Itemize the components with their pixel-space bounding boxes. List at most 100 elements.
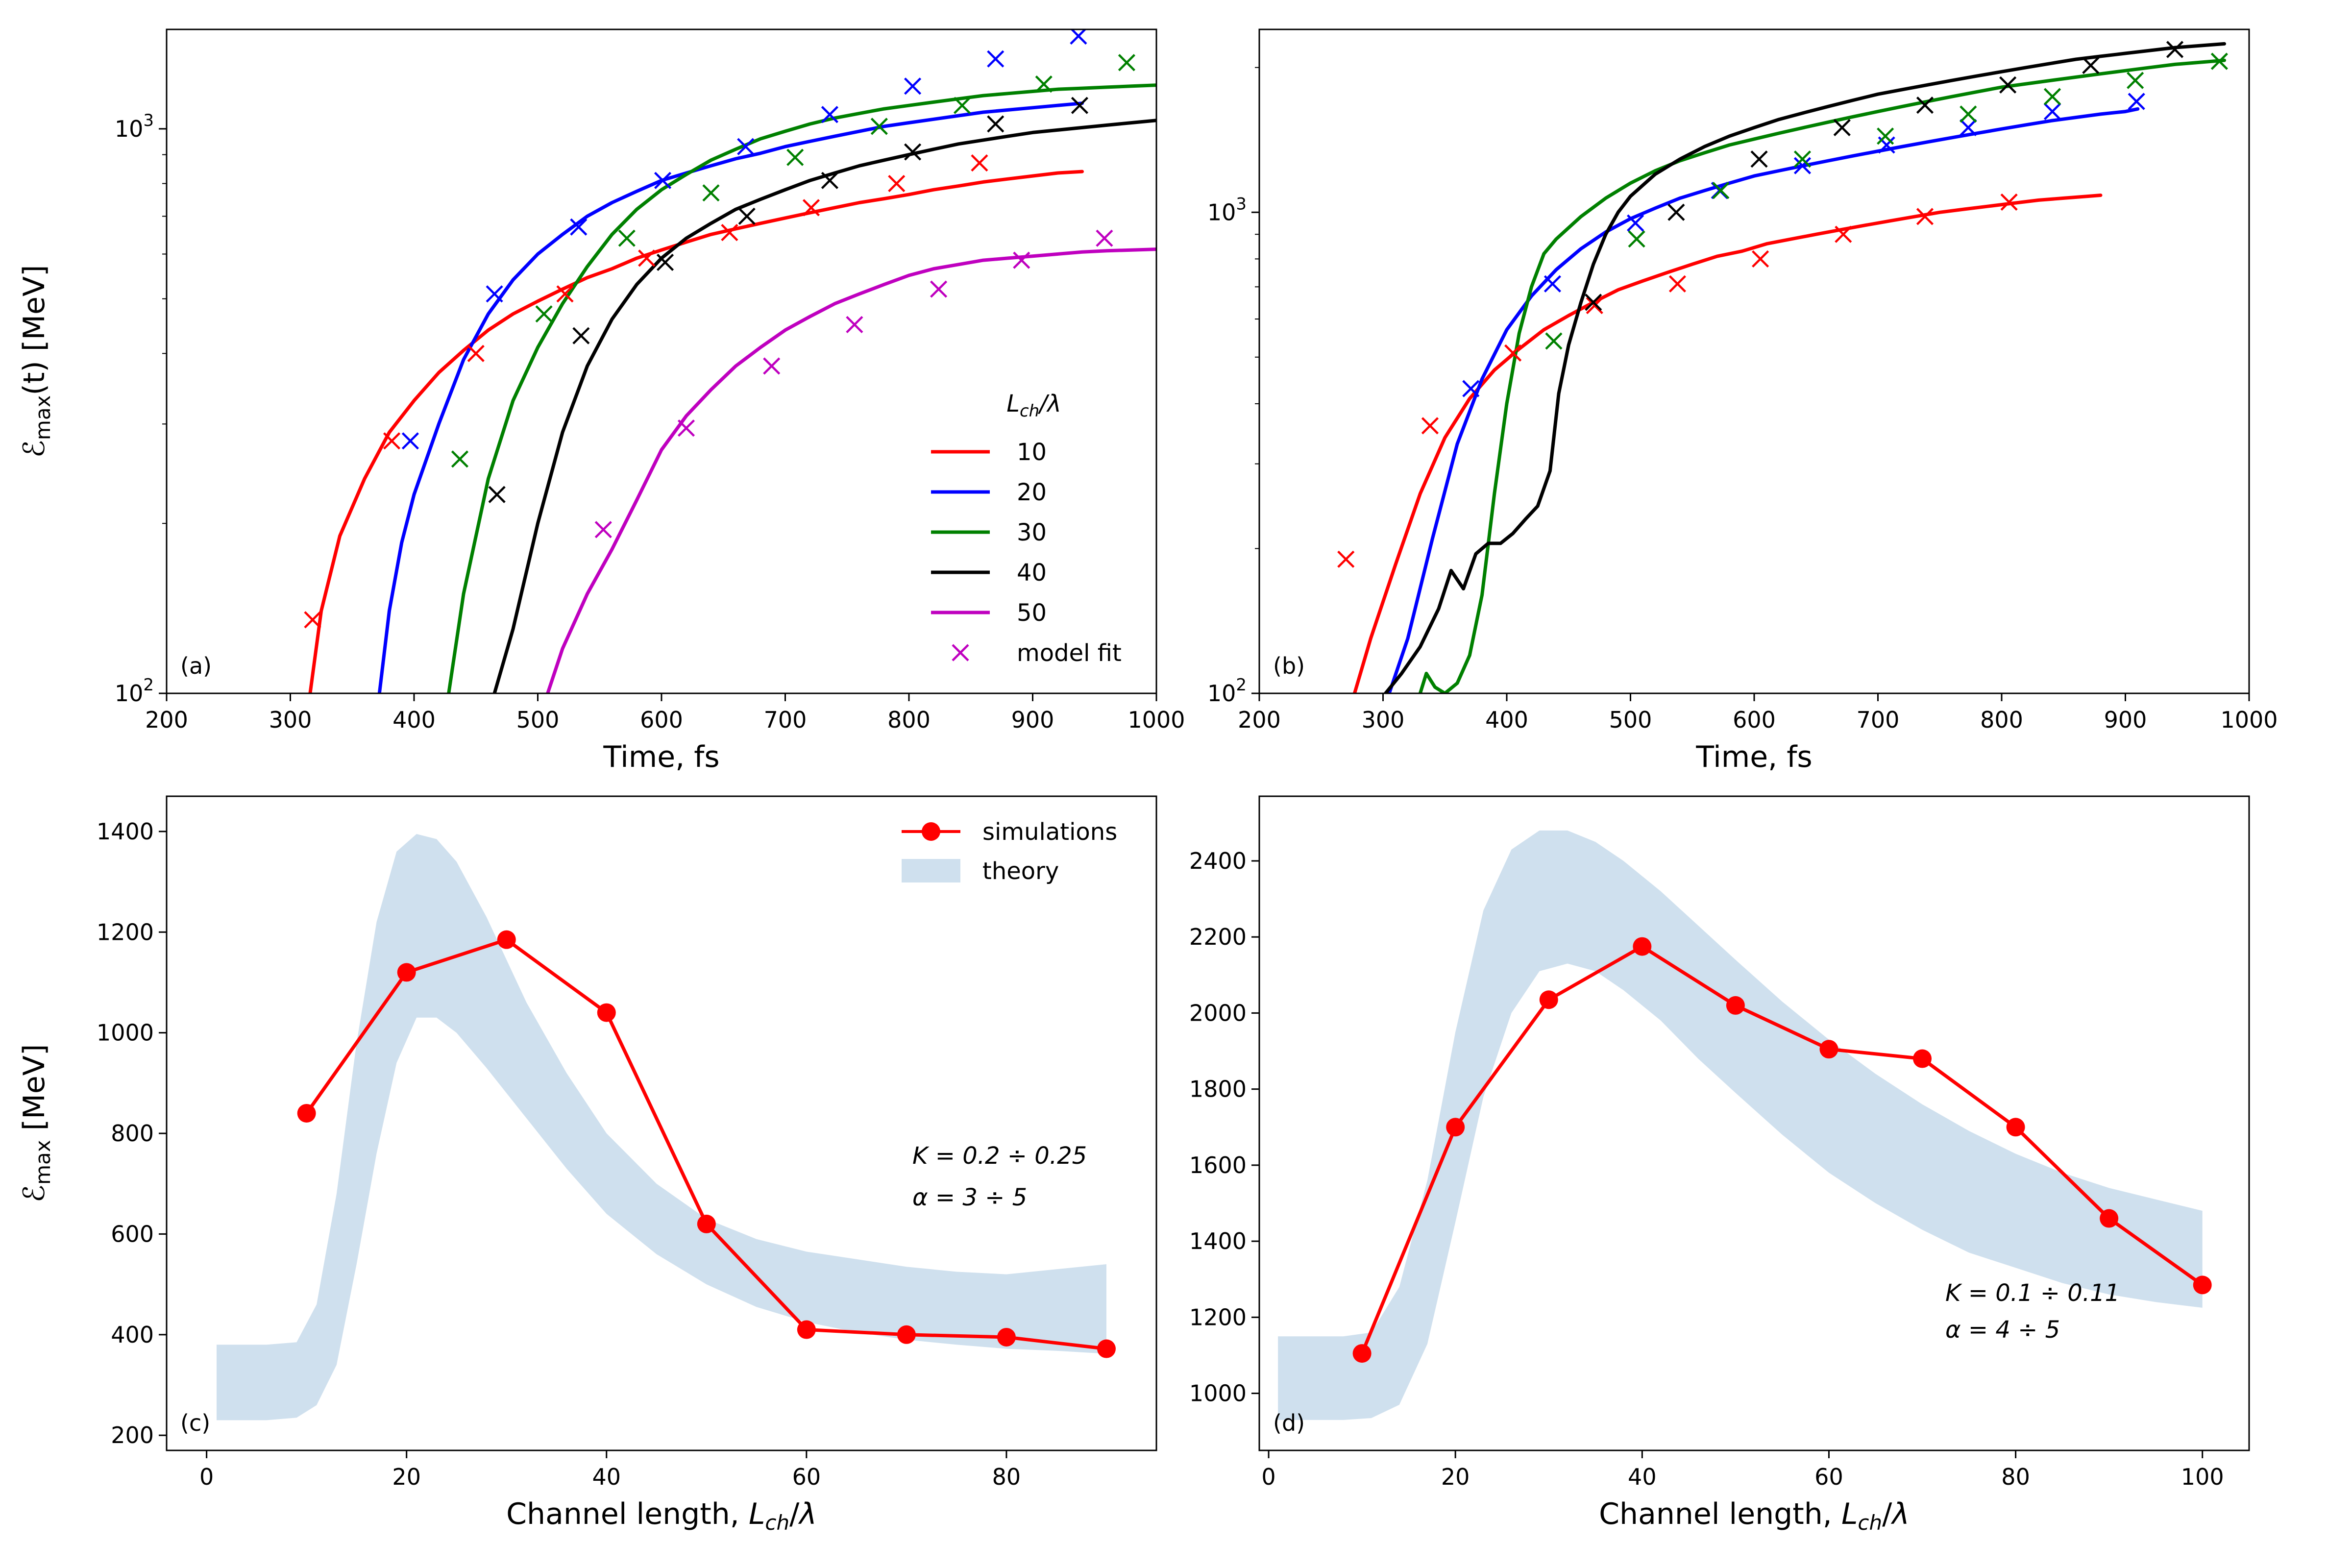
model-fit-marker-30: [618, 229, 636, 247]
plot-area-c: [217, 834, 1116, 1421]
model-fit-marker-20: [1544, 275, 1562, 293]
model-fit-marker-30: [1712, 182, 1730, 199]
y-tick-label: 103: [1207, 194, 1247, 225]
model-fit-marker-20: [486, 285, 503, 303]
model-fit-marker-20: [1462, 380, 1480, 397]
series-line-20: [1387, 107, 2140, 693]
x-tick-label: 700: [764, 707, 807, 733]
x-tick-label: 300: [1362, 707, 1405, 733]
simulation-point: [1633, 937, 1652, 956]
series-line-30: [447, 83, 1156, 693]
model-fit-marker-10: [1668, 275, 1687, 293]
simulation-point: [1819, 1040, 1838, 1059]
simulation-point: [1446, 1118, 1465, 1137]
y-tick-label: 1800: [1189, 1076, 1247, 1102]
model-fit-marker-20: [1070, 29, 1087, 45]
simulation-point: [1352, 1344, 1372, 1363]
x-tick-label: 600: [640, 707, 683, 733]
model-fit-marker-30: [1793, 150, 1812, 168]
legend: simulations theory: [902, 818, 1117, 885]
model-fit-marker-40: [1916, 97, 1934, 114]
series-line-40: [492, 119, 1156, 693]
model-fit-marker-30: [1877, 127, 1894, 145]
x-tick-label: 500: [1609, 707, 1652, 733]
x-tick-label: 1000: [1127, 707, 1185, 733]
model-fit-marker-10: [971, 154, 988, 172]
legend-entry: 10: [1017, 439, 1047, 466]
y-tick-label: 600: [111, 1221, 154, 1247]
y-tick-label: 200: [111, 1422, 154, 1448]
model-fit-marker-30: [870, 118, 888, 135]
annotation-K: K = 0.2 ÷ 0.25: [912, 1142, 1087, 1170]
x-axis-title: Channel length, Lch/λ: [1599, 1497, 1910, 1535]
simulation-point: [397, 963, 416, 982]
axes-frame-c: [166, 795, 1157, 1451]
model-fit-marker-50: [594, 521, 612, 539]
y-tick-label: 1200: [1189, 1304, 1247, 1330]
simulation-point: [1726, 996, 1745, 1015]
y-tick-label: 2000: [1189, 1000, 1247, 1026]
annotation-K: K = 0.1 ÷ 0.11: [1945, 1279, 2120, 1307]
model-fit-marker-40: [1999, 76, 2017, 94]
model-fit-marker-40: [572, 327, 590, 344]
model-fit-marker-20: [1627, 214, 1644, 232]
model-fit-marker-20: [654, 172, 672, 189]
panel-b: 200 300 400 500 600 700 800 900 1000 102 103 Time, …: [1207, 28, 2278, 774]
model-fit-marker-40: [1833, 119, 1851, 136]
theory-band: [217, 834, 1106, 1421]
model-fit-marker-10: [721, 223, 738, 242]
simulation-point: [1913, 1049, 1932, 1068]
legend-entry: 20: [1017, 479, 1047, 506]
model-fit-marker-40: [821, 172, 838, 189]
x-tick-label: 40: [1628, 1464, 1657, 1490]
x-tick-label: 800: [887, 707, 931, 733]
model-fit-marker-50: [1013, 251, 1030, 269]
x-tick-label: 400: [392, 707, 436, 733]
simulations-line: [1360, 945, 2205, 1355]
legend-entry: 50: [1017, 599, 1047, 627]
model-fit-marker-20: [1793, 157, 1812, 174]
model-fit-marker-30: [702, 184, 720, 202]
x-tick-label: 900: [1011, 707, 1054, 733]
model-fit-marker-40: [1071, 97, 1089, 114]
model-fit-marker-20: [1960, 119, 1977, 136]
model-fit-marker-20: [570, 218, 588, 236]
legend: Lch/λ 10 20 30 40 50 model fit: [931, 390, 1122, 667]
model-fit-marker-40: [738, 207, 756, 225]
x-tick-label: 100: [2181, 1464, 2224, 1490]
model-fit-marker-30: [1628, 230, 1645, 248]
y-tick-label: 1600: [1189, 1152, 1247, 1178]
y-tick-label: 1000: [1189, 1380, 1247, 1407]
plot-area-b: [1337, 41, 2228, 693]
y-tick-label: 102: [115, 675, 154, 707]
model-fit-marker-10: [1586, 296, 1603, 315]
panel-a: 200 300 400 500 600 700 800 900 1000 102 103 Time, …: [17, 28, 1185, 774]
legend-title: Lch/λ: [1006, 390, 1061, 421]
model-fit-marker-10: [1835, 225, 1852, 243]
model-fit-marker-40: [2082, 56, 2100, 74]
x-tick-label: 1000: [2220, 707, 2278, 733]
model-fit-marker-30: [1960, 105, 1977, 123]
model-fit-marker-40: [904, 143, 922, 161]
x-tick-label: 200: [1238, 707, 1281, 733]
model-fit-marker-10: [383, 432, 401, 450]
y-axis-title: ℰmax(t) [MeV]: [17, 265, 55, 458]
simulation-point: [1539, 990, 1558, 1009]
model-fit-marker-40: [987, 115, 1004, 133]
series-line-30: [1418, 58, 2226, 693]
x-axis-title: Time, fs: [603, 740, 719, 774]
y-tick-label: 1400: [1189, 1228, 1247, 1254]
x-tick-label: 0: [199, 1464, 214, 1490]
model-fit-marker-50: [846, 316, 863, 334]
annotation-alpha: α = 4 ÷ 5: [1945, 1316, 2060, 1344]
legend-entry: 40: [1017, 559, 1047, 587]
model-fit-marker-10: [1504, 344, 1522, 362]
x-tick-label: 200: [145, 707, 188, 733]
model-fit-marker-30: [451, 450, 469, 468]
x-tick-label: 60: [1814, 1464, 1843, 1490]
y-axis-title: ℰmax [MeV]: [17, 1044, 55, 1202]
model-fit-marker-10: [304, 611, 321, 629]
model-fit-marker-10: [1752, 250, 1769, 268]
model-fit-marker-30: [953, 97, 971, 114]
